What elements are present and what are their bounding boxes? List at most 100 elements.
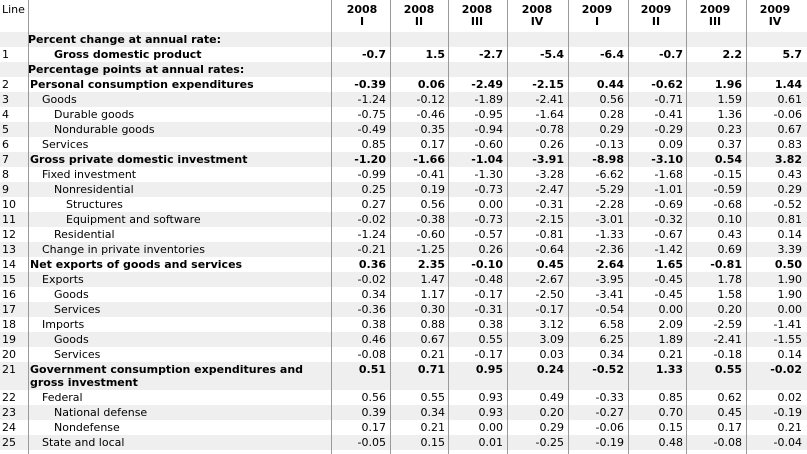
value-cell: -0.60 xyxy=(416,228,445,241)
value-cell: 0.21 xyxy=(777,421,803,434)
value-cell: 0.55 xyxy=(420,391,446,404)
column-header-2008-II: 2008 II xyxy=(391,4,447,28)
column-header-year: 2008 xyxy=(521,3,553,16)
value-cell: -1.55 xyxy=(773,333,802,346)
value-cell: 0.70 xyxy=(658,406,684,419)
value-cell: 0.14 xyxy=(777,348,803,361)
value-cell: -0.13 xyxy=(595,138,624,151)
row-label: Goods xyxy=(54,288,89,301)
value-cell: 0.48 xyxy=(658,436,684,449)
row-label: Nonresidential xyxy=(54,183,134,196)
table-row: 1 Gross domestic product -0.7 1.5 -2.7 -5.4 -6… xyxy=(0,47,807,62)
value-cell: 0.93 xyxy=(478,391,504,404)
table-row: 14 Net exports of goods and services 0.36 2… xyxy=(0,257,807,272)
value-cell: 2.64 xyxy=(596,258,624,271)
table-row: 6 Services 0.85 0.17 -0.60 0.26 -0.13 0.09 0.37 0… xyxy=(0,137,807,152)
row-label: Fixed investment xyxy=(42,168,137,181)
value-cell: -0.19 xyxy=(595,436,624,449)
value-cell: -0.17 xyxy=(474,348,503,361)
value-cell: 0.20 xyxy=(539,406,565,419)
value-cell: -1.24 xyxy=(357,228,386,241)
row-label: National defense xyxy=(54,406,148,419)
value-cell: 0.34 xyxy=(361,288,387,301)
value-cell: -3.28 xyxy=(535,168,564,181)
row-label: Goods xyxy=(42,93,77,106)
value-cell: -2.41 xyxy=(535,93,564,106)
value-cell: -0.64 xyxy=(535,243,564,256)
value-cell: 1.65 xyxy=(655,258,683,271)
value-cell: 0.29 xyxy=(539,421,565,434)
table-row: 3 Goods -1.24 -0.12 -1.89 -2.41 0.56 -0.71 1.59 0… xyxy=(0,92,807,107)
section-heading-percent-change: Percent change at annual rate: xyxy=(28,33,222,46)
value-cell: -0.52 xyxy=(773,198,802,211)
value-cell: -1.89 xyxy=(474,93,503,106)
value-cell: -0.94 xyxy=(474,123,503,136)
value-cell: 1.36 xyxy=(717,108,743,121)
table-row: 4 Durable goods -0.75 -0.46 -0.95 -1.64 0.28 -0… xyxy=(0,107,807,122)
value-cell: 1.90 xyxy=(777,288,803,301)
value-cell: 0.56 xyxy=(599,93,625,106)
value-cell: 0.55 xyxy=(478,333,504,346)
value-cell: 1.47 xyxy=(420,273,446,286)
column-header-2009-IV: 2009 IV xyxy=(747,4,803,28)
value-cell: 2.2 xyxy=(722,48,743,61)
value-cell: -1.64 xyxy=(535,108,564,121)
table-row: 16 Goods 0.34 1.17 -0.17 -2.50 -3.41 -0.45 1.58 1… xyxy=(0,287,807,302)
value-cell: -0.45 xyxy=(654,288,683,301)
value-cell: 0.19 xyxy=(420,183,446,196)
value-cell: -2.41 xyxy=(713,333,742,346)
value-cell: -2.7 xyxy=(478,48,503,61)
table-row: 8 Fixed investment -0.99 -0.41 -1.30 -3.28 -6.… xyxy=(0,167,807,182)
column-divider xyxy=(628,0,629,454)
line-number: 22 xyxy=(2,391,16,404)
line-number: 19 xyxy=(2,333,16,346)
value-cell: 1.44 xyxy=(774,78,802,91)
column-header-year: 2008 xyxy=(461,3,493,16)
value-cell: 0.17 xyxy=(717,421,743,434)
value-cell: 0.95 xyxy=(475,363,503,376)
column-divider xyxy=(390,0,391,454)
value-cell: 0.56 xyxy=(361,391,387,404)
table-row: 22 Federal 0.56 0.55 0.93 0.49 -0.33 0.85 0.62 0.… xyxy=(0,390,807,405)
value-cell: -0.52 xyxy=(592,363,624,376)
value-cell: -0.57 xyxy=(474,228,503,241)
value-cell: -0.99 xyxy=(357,168,386,181)
value-cell: -1.01 xyxy=(654,183,683,196)
row-label: Services xyxy=(54,303,101,316)
value-cell: 0.85 xyxy=(658,391,684,404)
value-cell: -0.39 xyxy=(354,78,386,91)
value-cell: 0.00 xyxy=(777,303,803,316)
column-divider xyxy=(568,0,569,454)
column-header-2009-III: 2009 III xyxy=(687,4,743,28)
value-cell: 3.39 xyxy=(777,243,803,256)
value-cell: 1.58 xyxy=(717,288,743,301)
value-cell: 0.10 xyxy=(717,213,743,226)
table-row: 24 Nondefense 0.17 0.21 0.00 0.29 -0.06 0.15 0.1… xyxy=(0,420,807,435)
value-cell: -0.02 xyxy=(770,363,802,376)
value-cell: -0.15 xyxy=(713,168,742,181)
value-cell: 0.21 xyxy=(658,348,684,361)
row-label: Residential xyxy=(54,228,115,241)
line-number: 3 xyxy=(2,93,9,106)
value-cell: 0.34 xyxy=(420,406,446,419)
row-label: Nondefense xyxy=(54,421,120,434)
column-header-2008-IV: 2008 IV xyxy=(509,4,565,28)
value-cell: -0.81 xyxy=(535,228,564,241)
column-divider xyxy=(746,0,747,454)
value-cell: -1.25 xyxy=(416,243,445,256)
row-label: Personal consumption expenditures xyxy=(30,78,254,91)
value-cell: 0.23 xyxy=(717,123,743,136)
table-row: 5 Nondurable goods -0.49 0.35 -0.94 -0.78 0.29… xyxy=(0,122,807,137)
value-cell: -0.46 xyxy=(416,108,445,121)
row-label: Equipment and software xyxy=(66,213,201,226)
line-number: 8 xyxy=(2,168,9,181)
column-header-year: 2009 xyxy=(759,3,791,16)
line-number: 9 xyxy=(2,183,9,196)
value-cell: -0.21 xyxy=(357,243,386,256)
value-cell: 0.43 xyxy=(717,228,743,241)
value-cell: -0.54 xyxy=(595,303,624,316)
table-row: 9 Nonresidential 0.25 0.19 -0.73 -2.47 -5.29 -1… xyxy=(0,182,807,197)
value-cell: 0.36 xyxy=(358,258,386,271)
value-cell: 0.37 xyxy=(717,138,743,151)
value-cell: -2.67 xyxy=(535,273,564,286)
